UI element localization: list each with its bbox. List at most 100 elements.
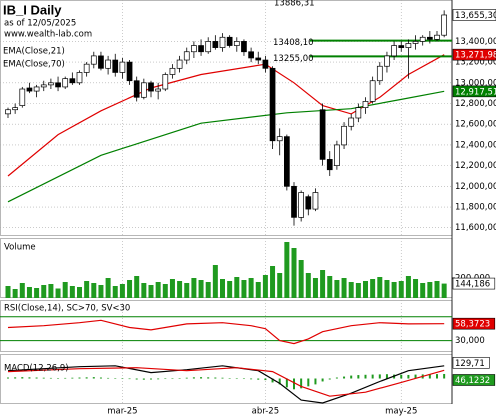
candle-body [334, 144, 340, 166]
candle-body [412, 41, 419, 44]
value-box-label: 46,1232 [455, 376, 490, 386]
histogram-bar [428, 374, 431, 379]
panel-title: MACD(12,26,9) [4, 364, 69, 374]
histogram-bar [200, 377, 203, 379]
volume-bar [141, 283, 147, 298]
histogram-bar [35, 377, 38, 379]
histogram-bar [185, 377, 188, 379]
histogram-bar [242, 378, 245, 380]
histogram-bar [278, 378, 281, 385]
histogram-bar [235, 378, 238, 380]
volume-bar [5, 286, 11, 298]
candle-body [391, 45, 397, 57]
histogram-bar [385, 374, 388, 379]
volume-bar [77, 287, 82, 298]
candle-body [126, 61, 133, 82]
volume-bar [48, 284, 54, 298]
volume-bar [134, 276, 140, 298]
volume-bar [227, 281, 233, 298]
histogram-bar [135, 378, 138, 380]
value-box [452, 374, 496, 386]
volume-bar [155, 282, 161, 298]
volume-bar [270, 266, 276, 298]
value-box-label: 12,917,513 [455, 87, 496, 97]
histogram-bar [264, 378, 267, 381]
y-tick-label: 13,000,000 [455, 78, 496, 88]
histogram-bar [314, 378, 317, 385]
volume-bar [241, 280, 247, 298]
value-box-label: 13,655,303 [455, 11, 496, 21]
candle-body [284, 136, 290, 187]
volume-bar [405, 276, 411, 298]
candle-body [26, 87, 33, 92]
y-tick-label: 12,800,000 [455, 99, 496, 109]
candle-body [219, 36, 226, 48]
candle-body [205, 41, 212, 53]
histogram-bar [443, 373, 446, 379]
value-box-label: 58,3723 [455, 320, 490, 330]
panel-title: RSI(Close,14), SC>70, SV<30 [4, 304, 130, 314]
candle-body [169, 67, 176, 75]
candle-body [105, 59, 111, 69]
histogram-bar [378, 374, 381, 379]
volume-bar [305, 273, 311, 298]
histogram-bar [49, 377, 52, 379]
candle-body [119, 61, 126, 73]
histogram-bar [407, 374, 410, 379]
candle-body [176, 59, 183, 69]
annotation: 13886,31 [274, 0, 315, 9]
volume-bar [191, 278, 197, 298]
candle-body [319, 109, 326, 160]
histogram-bar [64, 377, 67, 379]
value-box [452, 277, 496, 290]
histogram-bar [207, 377, 210, 379]
histogram-bar [21, 377, 24, 379]
histogram-bar [192, 377, 195, 379]
volume-bar [105, 278, 111, 298]
volume-bar [177, 281, 183, 298]
candle-body [5, 109, 11, 115]
histogram-bar [328, 378, 331, 380]
histogram-bar [92, 377, 95, 379]
volume-bar [162, 284, 168, 298]
histogram-bar [357, 375, 360, 379]
histogram-bar [150, 378, 152, 380]
histogram-bar [436, 374, 438, 379]
histogram-bar [257, 378, 260, 380]
candle-body [269, 67, 276, 142]
histogram-bar [214, 377, 217, 379]
candle-body [141, 82, 147, 98]
candle-body [83, 63, 90, 73]
candle-body [369, 80, 376, 102]
histogram-bar [107, 377, 110, 379]
histogram-bar [414, 374, 417, 379]
volume-bar [441, 283, 447, 298]
volume-bar [234, 277, 240, 298]
candle-body [398, 45, 405, 48]
candle-body [19, 88, 26, 106]
histogram-bar [57, 378, 60, 379]
candle-body [384, 55, 390, 67]
candle-body [233, 41, 240, 46]
candle-body [255, 57, 262, 61]
histogram-bar [293, 378, 295, 390]
volume-bar [434, 281, 440, 298]
volume-bar [119, 284, 125, 298]
value-box-label: 144,186 [455, 280, 490, 290]
candle-body [191, 45, 197, 53]
volume-bar [26, 287, 32, 298]
histogram-bar [321, 378, 324, 382]
volume-bar [205, 282, 211, 298]
candle-body [148, 82, 154, 92]
panel-title: Volume [4, 243, 36, 253]
volume-bar [12, 289, 18, 298]
volume-bar [420, 283, 426, 298]
y-tick-label: 13,400,000 [455, 37, 496, 47]
y-tick-label: 12,400,000 [455, 140, 496, 150]
histogram-bar [335, 377, 338, 379]
histogram-bar [285, 378, 288, 388]
histogram-bar [142, 378, 145, 380]
x-tick-label: mar-25 [107, 407, 137, 417]
volume-bar [334, 280, 340, 298]
